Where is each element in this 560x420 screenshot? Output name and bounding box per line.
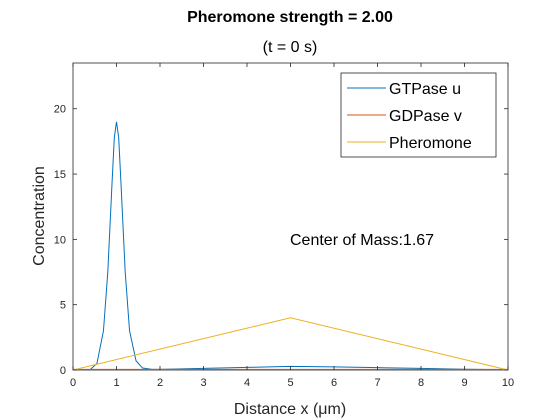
- legend-entry-label: GTPase u: [389, 81, 461, 98]
- legend-items: GTPase u GDPase v Pheromone: [347, 81, 472, 152]
- y-axis-ticks: 0 5 10 15 20: [54, 104, 508, 377]
- x-axis-ticks: 0 1 2 3 4 5 6 7 8 9 10: [70, 63, 514, 389]
- x-tick-label: 10: [502, 377, 514, 389]
- x-tick-label: 5: [287, 377, 293, 389]
- x-tick-label: 4: [244, 377, 250, 389]
- x-tick-label: 3: [200, 377, 206, 389]
- x-axis-label: Distance x (μm): [234, 401, 346, 418]
- chart-subtitle: (t = 0 s): [263, 39, 318, 56]
- series-line-gtpase-u: [72, 121, 509, 371]
- x-tick-label: 0: [70, 377, 76, 389]
- legend-entry-label: Pheromone: [389, 135, 472, 152]
- series-line-pheromone: [72, 317, 509, 371]
- chart-title: Pheromone strength = 2.00: [187, 9, 393, 26]
- y-axis-label: Concentration: [31, 166, 48, 266]
- y-tick-label: 15: [54, 169, 66, 181]
- y-tick-label: 5: [60, 300, 66, 312]
- x-tick-label: 6: [331, 377, 337, 389]
- x-tick-label: 8: [418, 377, 424, 389]
- x-tick-label: 1: [113, 377, 119, 389]
- x-tick-label: 9: [461, 377, 467, 389]
- x-tick-label: 2: [157, 377, 163, 389]
- y-tick-label: 20: [54, 104, 66, 116]
- legend-entry-label: GDPase v: [389, 108, 462, 125]
- legend: GTPase u GDPase v Pheromone: [340, 72, 497, 158]
- center-of-mass-annotation: Center of Mass:1.67: [290, 232, 434, 249]
- y-tick-label: 10: [54, 234, 66, 246]
- x-tick-label: 7: [374, 377, 380, 389]
- y-tick-label: 0: [60, 365, 66, 377]
